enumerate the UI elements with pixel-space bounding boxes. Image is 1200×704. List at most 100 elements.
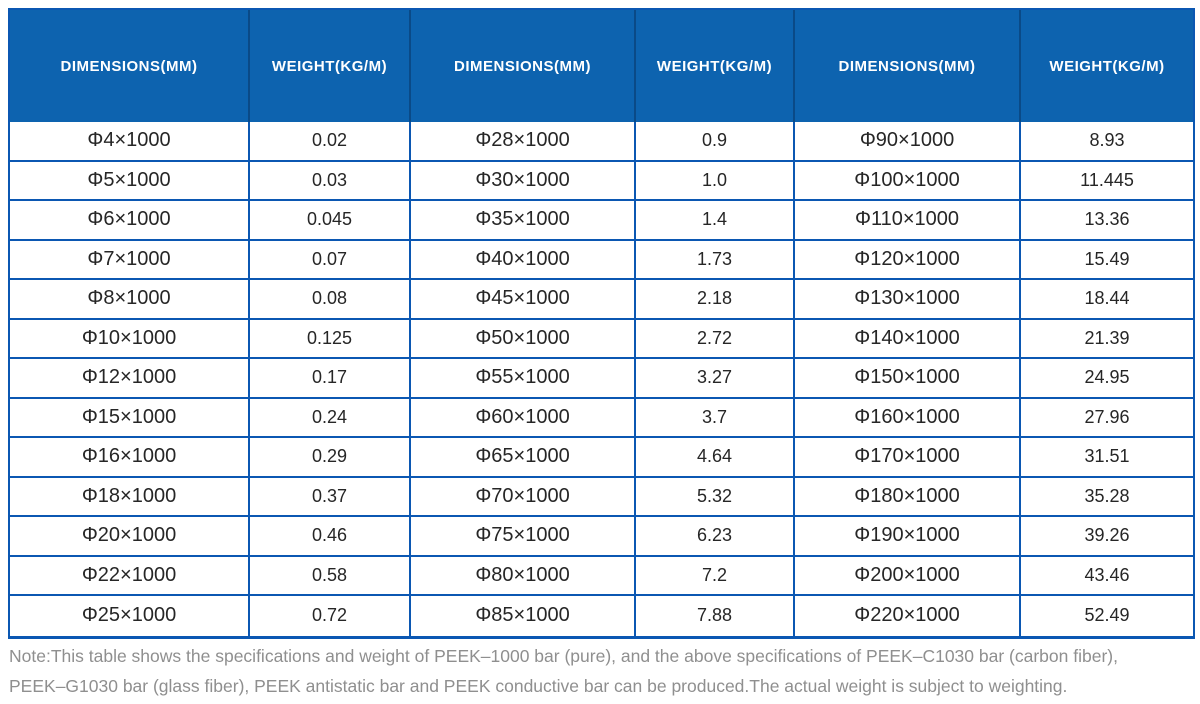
dimension-cell: Φ200×1000 — [795, 556, 1021, 596]
dimension-cell: Φ120×1000 — [795, 240, 1021, 280]
dimension-cell: Φ18×1000 — [10, 477, 250, 517]
dimension-cell: Φ22×1000 — [10, 556, 250, 596]
dimension-cell: Φ65×1000 — [411, 438, 636, 478]
table-row: Φ25×1000 0.72 Φ85×1000 7.88 Φ220×1000 52.49 — [10, 596, 1193, 636]
footnote: Note:This table shows the specifications… — [9, 641, 1193, 701]
weight-cell: 0.58 — [250, 556, 411, 596]
weight-cell: 0.37 — [250, 477, 411, 517]
table-body: Φ4×1000 0.02 Φ28×1000 0.9 Φ90×1000 8.93 Φ5×100… — [10, 122, 1193, 636]
dimension-cell: Φ180×1000 — [795, 477, 1021, 517]
weight-cell: 2.18 — [636, 280, 795, 320]
header-dimensions-1: DIMENSIONS(MM) — [10, 10, 250, 122]
dimension-cell: Φ16×1000 — [10, 438, 250, 478]
footnote-line-1: Note:This table shows the specifications… — [9, 646, 1118, 666]
dimension-cell: Φ45×1000 — [411, 280, 636, 320]
dimension-cell: Φ4×1000 — [10, 122, 250, 162]
dimension-cell: Φ8×1000 — [10, 280, 250, 320]
weight-cell: 24.95 — [1021, 359, 1193, 399]
weight-cell: 11.445 — [1021, 161, 1193, 201]
weight-cell: 0.03 — [250, 161, 411, 201]
dimension-cell: Φ28×1000 — [411, 122, 636, 162]
dimension-cell: Φ80×1000 — [411, 556, 636, 596]
dimension-cell: Φ160×1000 — [795, 398, 1021, 438]
table-row: Φ8×1000 0.08 Φ45×1000 2.18 Φ130×1000 18.44 — [10, 280, 1193, 320]
table-row: Φ7×1000 0.07 Φ40×1000 1.73 Φ120×1000 15.49 — [10, 240, 1193, 280]
dimension-cell: Φ7×1000 — [10, 240, 250, 280]
header-dimensions-2: DIMENSIONS(MM) — [411, 10, 636, 122]
spec-table: DIMENSIONS(MM) WEIGHT(KG/M) DIMENSIONS(M… — [8, 8, 1195, 639]
weight-cell: 2.72 — [636, 319, 795, 359]
weight-cell: 27.96 — [1021, 398, 1193, 438]
table-row: Φ15×1000 0.24 Φ60×1000 3.7 Φ160×1000 27.96 — [10, 398, 1193, 438]
weight-cell: 0.72 — [250, 596, 411, 636]
dimension-cell: Φ75×1000 — [411, 517, 636, 557]
dimension-cell: Φ130×1000 — [795, 280, 1021, 320]
table-header-row: DIMENSIONS(MM) WEIGHT(KG/M) DIMENSIONS(M… — [10, 10, 1193, 122]
dimension-cell: Φ90×1000 — [795, 122, 1021, 162]
weight-cell: 1.73 — [636, 240, 795, 280]
dimension-cell: Φ170×1000 — [795, 438, 1021, 478]
dimension-cell: Φ35×1000 — [411, 201, 636, 241]
weight-cell: 0.24 — [250, 398, 411, 438]
table-row: Φ5×1000 0.03 Φ30×1000 1.0 Φ100×1000 11.445 — [10, 161, 1193, 201]
weight-cell: 3.7 — [636, 398, 795, 438]
weight-cell: 0.9 — [636, 122, 795, 162]
dimension-cell: Φ140×1000 — [795, 319, 1021, 359]
dimension-cell: Φ20×1000 — [10, 517, 250, 557]
table-row: Φ10×1000 0.125 Φ50×1000 2.72 Φ140×1000 21.39 — [10, 319, 1193, 359]
weight-cell: 0.07 — [250, 240, 411, 280]
weight-cell: 35.28 — [1021, 477, 1193, 517]
weight-cell: 1.0 — [636, 161, 795, 201]
weight-cell: 7.88 — [636, 596, 795, 636]
header-weight-3: WEIGHT(KG/M) — [1049, 57, 1165, 75]
dimension-cell: Φ25×1000 — [10, 596, 250, 636]
table-row: Φ22×1000 0.58 Φ80×1000 7.2 Φ200×1000 43.46 — [10, 556, 1193, 596]
dimension-cell: Φ12×1000 — [10, 359, 250, 399]
weight-cell: 18.44 — [1021, 280, 1193, 320]
dimension-cell: Φ40×1000 — [411, 240, 636, 280]
dimension-cell: Φ55×1000 — [411, 359, 636, 399]
weight-cell: 8.93 — [1021, 122, 1193, 162]
weight-cell: 15.49 — [1021, 240, 1193, 280]
weight-cell: 0.46 — [250, 517, 411, 557]
header-dimensions-3: DIMENSIONS(MM) — [795, 10, 1021, 122]
dimension-cell: Φ50×1000 — [411, 319, 636, 359]
weight-cell: 39.26 — [1021, 517, 1193, 557]
dimension-cell: Φ190×1000 — [795, 517, 1021, 557]
weight-cell: 0.29 — [250, 438, 411, 478]
weight-cell: 0.045 — [250, 201, 411, 241]
dimension-cell: Φ10×1000 — [10, 319, 250, 359]
dimension-cell: Φ5×1000 — [10, 161, 250, 201]
weight-cell: 3.27 — [636, 359, 795, 399]
header-weight-2: WEIGHT(KG/M) — [636, 10, 795, 122]
footnote-line-2: PEEK–G1030 bar (glass fiber), PEEK antis… — [9, 676, 1068, 696]
dimension-cell: Φ110×1000 — [795, 201, 1021, 241]
table-row: Φ12×1000 0.17 Φ55×1000 3.27 Φ150×1000 24.95 — [10, 359, 1193, 399]
dimension-cell: Φ30×1000 — [411, 161, 636, 201]
dimension-cell: Φ70×1000 — [411, 477, 636, 517]
weight-cell: 31.51 — [1021, 438, 1193, 478]
dimension-cell: Φ15×1000 — [10, 398, 250, 438]
weight-cell: 0.17 — [250, 359, 411, 399]
weight-cell: 6.23 — [636, 517, 795, 557]
weight-cell: 7.2 — [636, 556, 795, 596]
weight-cell: 0.08 — [250, 280, 411, 320]
weight-cell: 1.4 — [636, 201, 795, 241]
table-row: Φ16×1000 0.29 Φ65×1000 4.64 Φ170×1000 31.51 — [10, 438, 1193, 478]
weight-cell: 4.64 — [636, 438, 795, 478]
dimension-cell: Φ85×1000 — [411, 596, 636, 636]
dimension-cell: Φ60×1000 — [411, 398, 636, 438]
weight-cell: 13.36 — [1021, 201, 1193, 241]
header-weight-1: WEIGHT(KG/M) — [250, 10, 411, 122]
table-row: Φ6×1000 0.045 Φ35×1000 1.4 Φ110×1000 13.36 — [10, 201, 1193, 241]
weight-cell: 52.49 — [1021, 596, 1193, 636]
table-row: Φ18×1000 0.37 Φ70×1000 5.32 Φ180×1000 35.28 — [10, 477, 1193, 517]
dimension-cell: Φ6×1000 — [10, 201, 250, 241]
weight-cell: 43.46 — [1021, 556, 1193, 596]
table-row: Φ20×1000 0.46 Φ75×1000 6.23 Φ190×1000 39.26 — [10, 517, 1193, 557]
weight-cell: 5.32 — [636, 477, 795, 517]
dimension-cell: Φ100×1000 — [795, 161, 1021, 201]
weight-cell: 21.39 — [1021, 319, 1193, 359]
weight-cell: 0.125 — [250, 319, 411, 359]
